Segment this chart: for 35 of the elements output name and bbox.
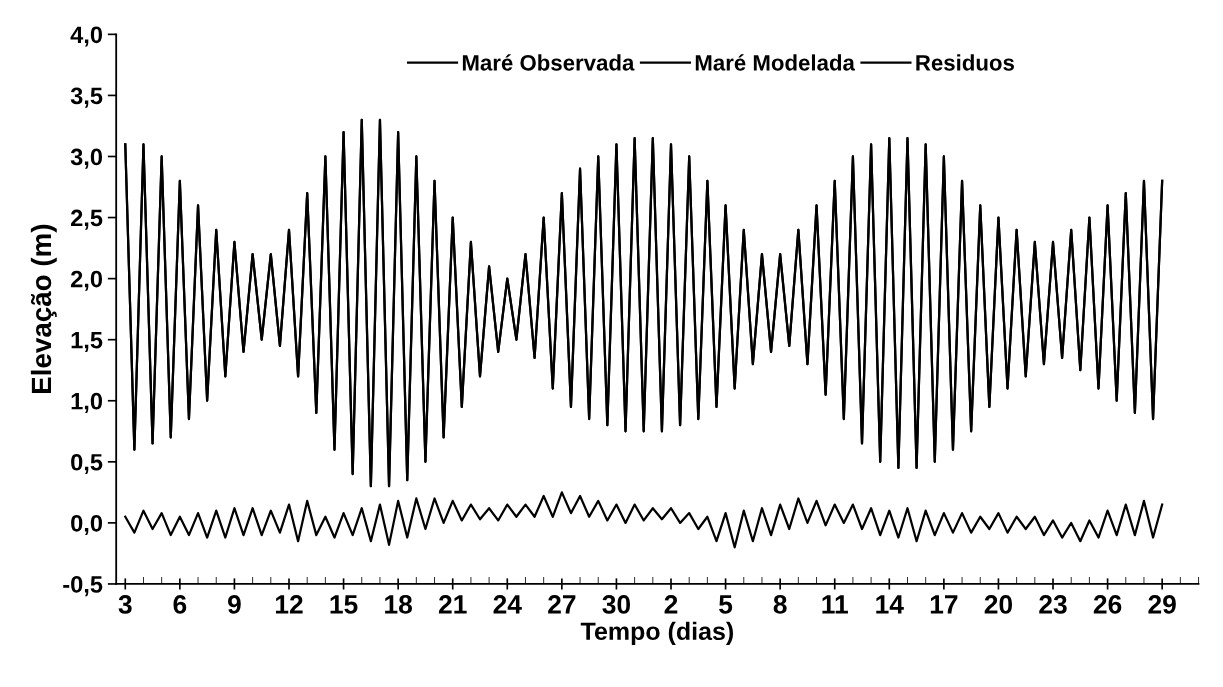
legend-label: Maré Observada: [462, 54, 635, 71]
x-tick-label: 9: [228, 595, 241, 614]
y-tick-label: 1,0: [71, 392, 103, 413]
y-tick-label: 3,0: [70, 148, 103, 169]
x-axis-title: Tempo (dias): [580, 621, 733, 646]
x-tick-label: 12: [275, 595, 303, 614]
x-tick-label: 2: [664, 595, 678, 614]
y-tick-label: 0,5: [71, 453, 103, 475]
y-tick-label: 0,0: [71, 514, 103, 536]
x-tick-label: 20: [984, 595, 1013, 614]
x-tick-label: 5: [719, 595, 733, 614]
y-axis-title: Elevação (m): [30, 224, 57, 393]
legend-label: Maré Modelada: [695, 54, 856, 71]
x-tick-label: 14: [876, 595, 904, 614]
y-tick-label: 2,5: [70, 209, 103, 230]
y-tick-label: 4,0: [70, 26, 103, 47]
x-tick-label: 24: [493, 595, 522, 614]
x-tick-label: 23: [1039, 595, 1067, 614]
x-tick-label: 8: [773, 595, 787, 614]
x-tick-label: 15: [330, 595, 358, 614]
x-tick-label: 27: [548, 595, 576, 614]
x-tick-label: 6: [173, 595, 187, 614]
legend-label: Residuos: [916, 54, 1014, 71]
x-tick-label: 18: [385, 595, 413, 614]
x-tick-label: 21: [438, 595, 467, 614]
x-tick-label: 30: [602, 595, 631, 614]
x-tick-label: 26: [1093, 595, 1122, 614]
x-tick-label: 17: [930, 595, 958, 614]
y-tick-label: -0,5: [63, 576, 103, 597]
y-tick-label: 3,5: [70, 87, 103, 108]
y-tick-label: 1,5: [71, 331, 103, 352]
x-tick-label: 3: [118, 595, 132, 614]
x-tick-label: 11: [822, 595, 848, 614]
y-tick-label: 2,0: [70, 270, 103, 291]
x-tick-label: 29: [1148, 595, 1176, 614]
